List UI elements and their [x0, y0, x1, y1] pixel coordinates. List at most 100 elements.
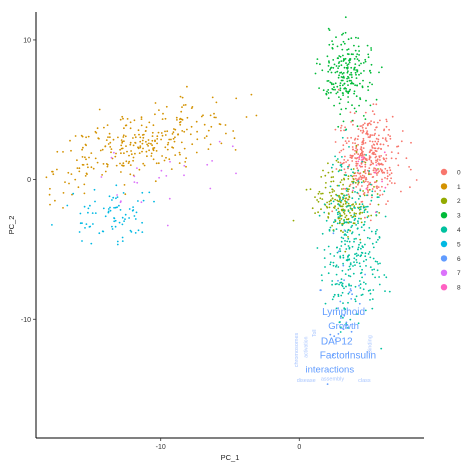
- data-point: [203, 137, 206, 139]
- data-point: [397, 152, 400, 155]
- data-point: [351, 160, 354, 162]
- data-point: [77, 186, 80, 189]
- data-point: [358, 156, 360, 159]
- data-point: [139, 136, 142, 139]
- data-point: [361, 151, 363, 154]
- data-point: [366, 211, 369, 213]
- data-point: [346, 137, 349, 139]
- cluster-1-points: [45, 85, 258, 209]
- data-point: [375, 164, 378, 167]
- data-point: [336, 211, 339, 214]
- data-point: [339, 98, 342, 101]
- legend-item-7: 7: [440, 269, 461, 277]
- data-point: [125, 145, 127, 148]
- word-cloud-term: class: [358, 378, 371, 384]
- data-point: [380, 347, 383, 350]
- data-point: [132, 206, 135, 209]
- data-point: [370, 173, 372, 176]
- data-point: [343, 234, 346, 236]
- data-point: [355, 110, 358, 113]
- cluster-3-points: [314, 16, 383, 131]
- data-point: [374, 153, 377, 156]
- data-point: [342, 197, 345, 199]
- data-point: [371, 134, 373, 137]
- data-point: [165, 156, 167, 159]
- data-point: [111, 225, 113, 228]
- data-point: [369, 164, 372, 166]
- data-point: [376, 160, 379, 162]
- data-point: [332, 200, 335, 203]
- data-point: [342, 254, 345, 257]
- data-point: [338, 96, 340, 98]
- data-point: [314, 72, 317, 75]
- data-point: [344, 174, 347, 177]
- data-point: [321, 69, 324, 72]
- data-point: [347, 218, 350, 221]
- data-point: [336, 199, 339, 202]
- data-point: [124, 135, 127, 138]
- data-point: [105, 139, 108, 142]
- data-point: [344, 31, 347, 34]
- data-point: [168, 158, 171, 161]
- data-point: [348, 164, 351, 166]
- data-point: [118, 221, 121, 224]
- data-point: [351, 81, 353, 84]
- data-point: [129, 121, 132, 124]
- data-point: [373, 147, 376, 150]
- data-point: [129, 164, 132, 167]
- data-point: [376, 229, 378, 231]
- legend-label: 7: [457, 270, 461, 277]
- data-point: [364, 163, 367, 166]
- data-point: [156, 135, 159, 138]
- data-point: [151, 135, 154, 138]
- data-point: [335, 228, 338, 231]
- data-point: [357, 45, 360, 48]
- data-point: [332, 88, 335, 91]
- data-point: [352, 265, 354, 267]
- data-point: [342, 54, 344, 57]
- data-point: [234, 149, 237, 151]
- data-point: [209, 114, 212, 117]
- data-point: [372, 153, 375, 156]
- data-point: [191, 143, 194, 146]
- data-point: [362, 123, 365, 126]
- data-point: [133, 215, 136, 217]
- data-point: [328, 203, 331, 206]
- data-point: [363, 122, 366, 125]
- data-point: [354, 207, 356, 209]
- data-point: [350, 79, 352, 82]
- data-point: [82, 146, 84, 149]
- data-point: [128, 154, 130, 157]
- data-point: [89, 204, 91, 207]
- data-point: [354, 191, 356, 193]
- data-point: [137, 229, 140, 232]
- data-point: [363, 211, 366, 214]
- data-point: [102, 207, 105, 210]
- data-point: [347, 96, 349, 98]
- data-point: [344, 240, 346, 242]
- data-point: [348, 195, 351, 198]
- data-point: [363, 153, 366, 156]
- data-point: [185, 165, 187, 168]
- data-point: [171, 146, 174, 149]
- data-point: [351, 224, 354, 227]
- data-point: [351, 119, 354, 122]
- data-point: [154, 113, 156, 116]
- data-point: [355, 203, 357, 205]
- data-point: [141, 231, 144, 234]
- cluster-4-points: [316, 129, 391, 350]
- data-point: [391, 115, 394, 118]
- data-point: [364, 243, 366, 246]
- data-point: [344, 129, 347, 132]
- data-point: [354, 84, 356, 87]
- data-point: [335, 265, 337, 268]
- data-point: [68, 182, 70, 185]
- data-point: [380, 66, 383, 69]
- data-point: [339, 331, 342, 333]
- data-point: [322, 89, 325, 92]
- data-point: [348, 146, 350, 148]
- data-point: [372, 257, 375, 260]
- data-point: [349, 73, 351, 76]
- data-point: [339, 198, 341, 201]
- data-point: [356, 172, 359, 174]
